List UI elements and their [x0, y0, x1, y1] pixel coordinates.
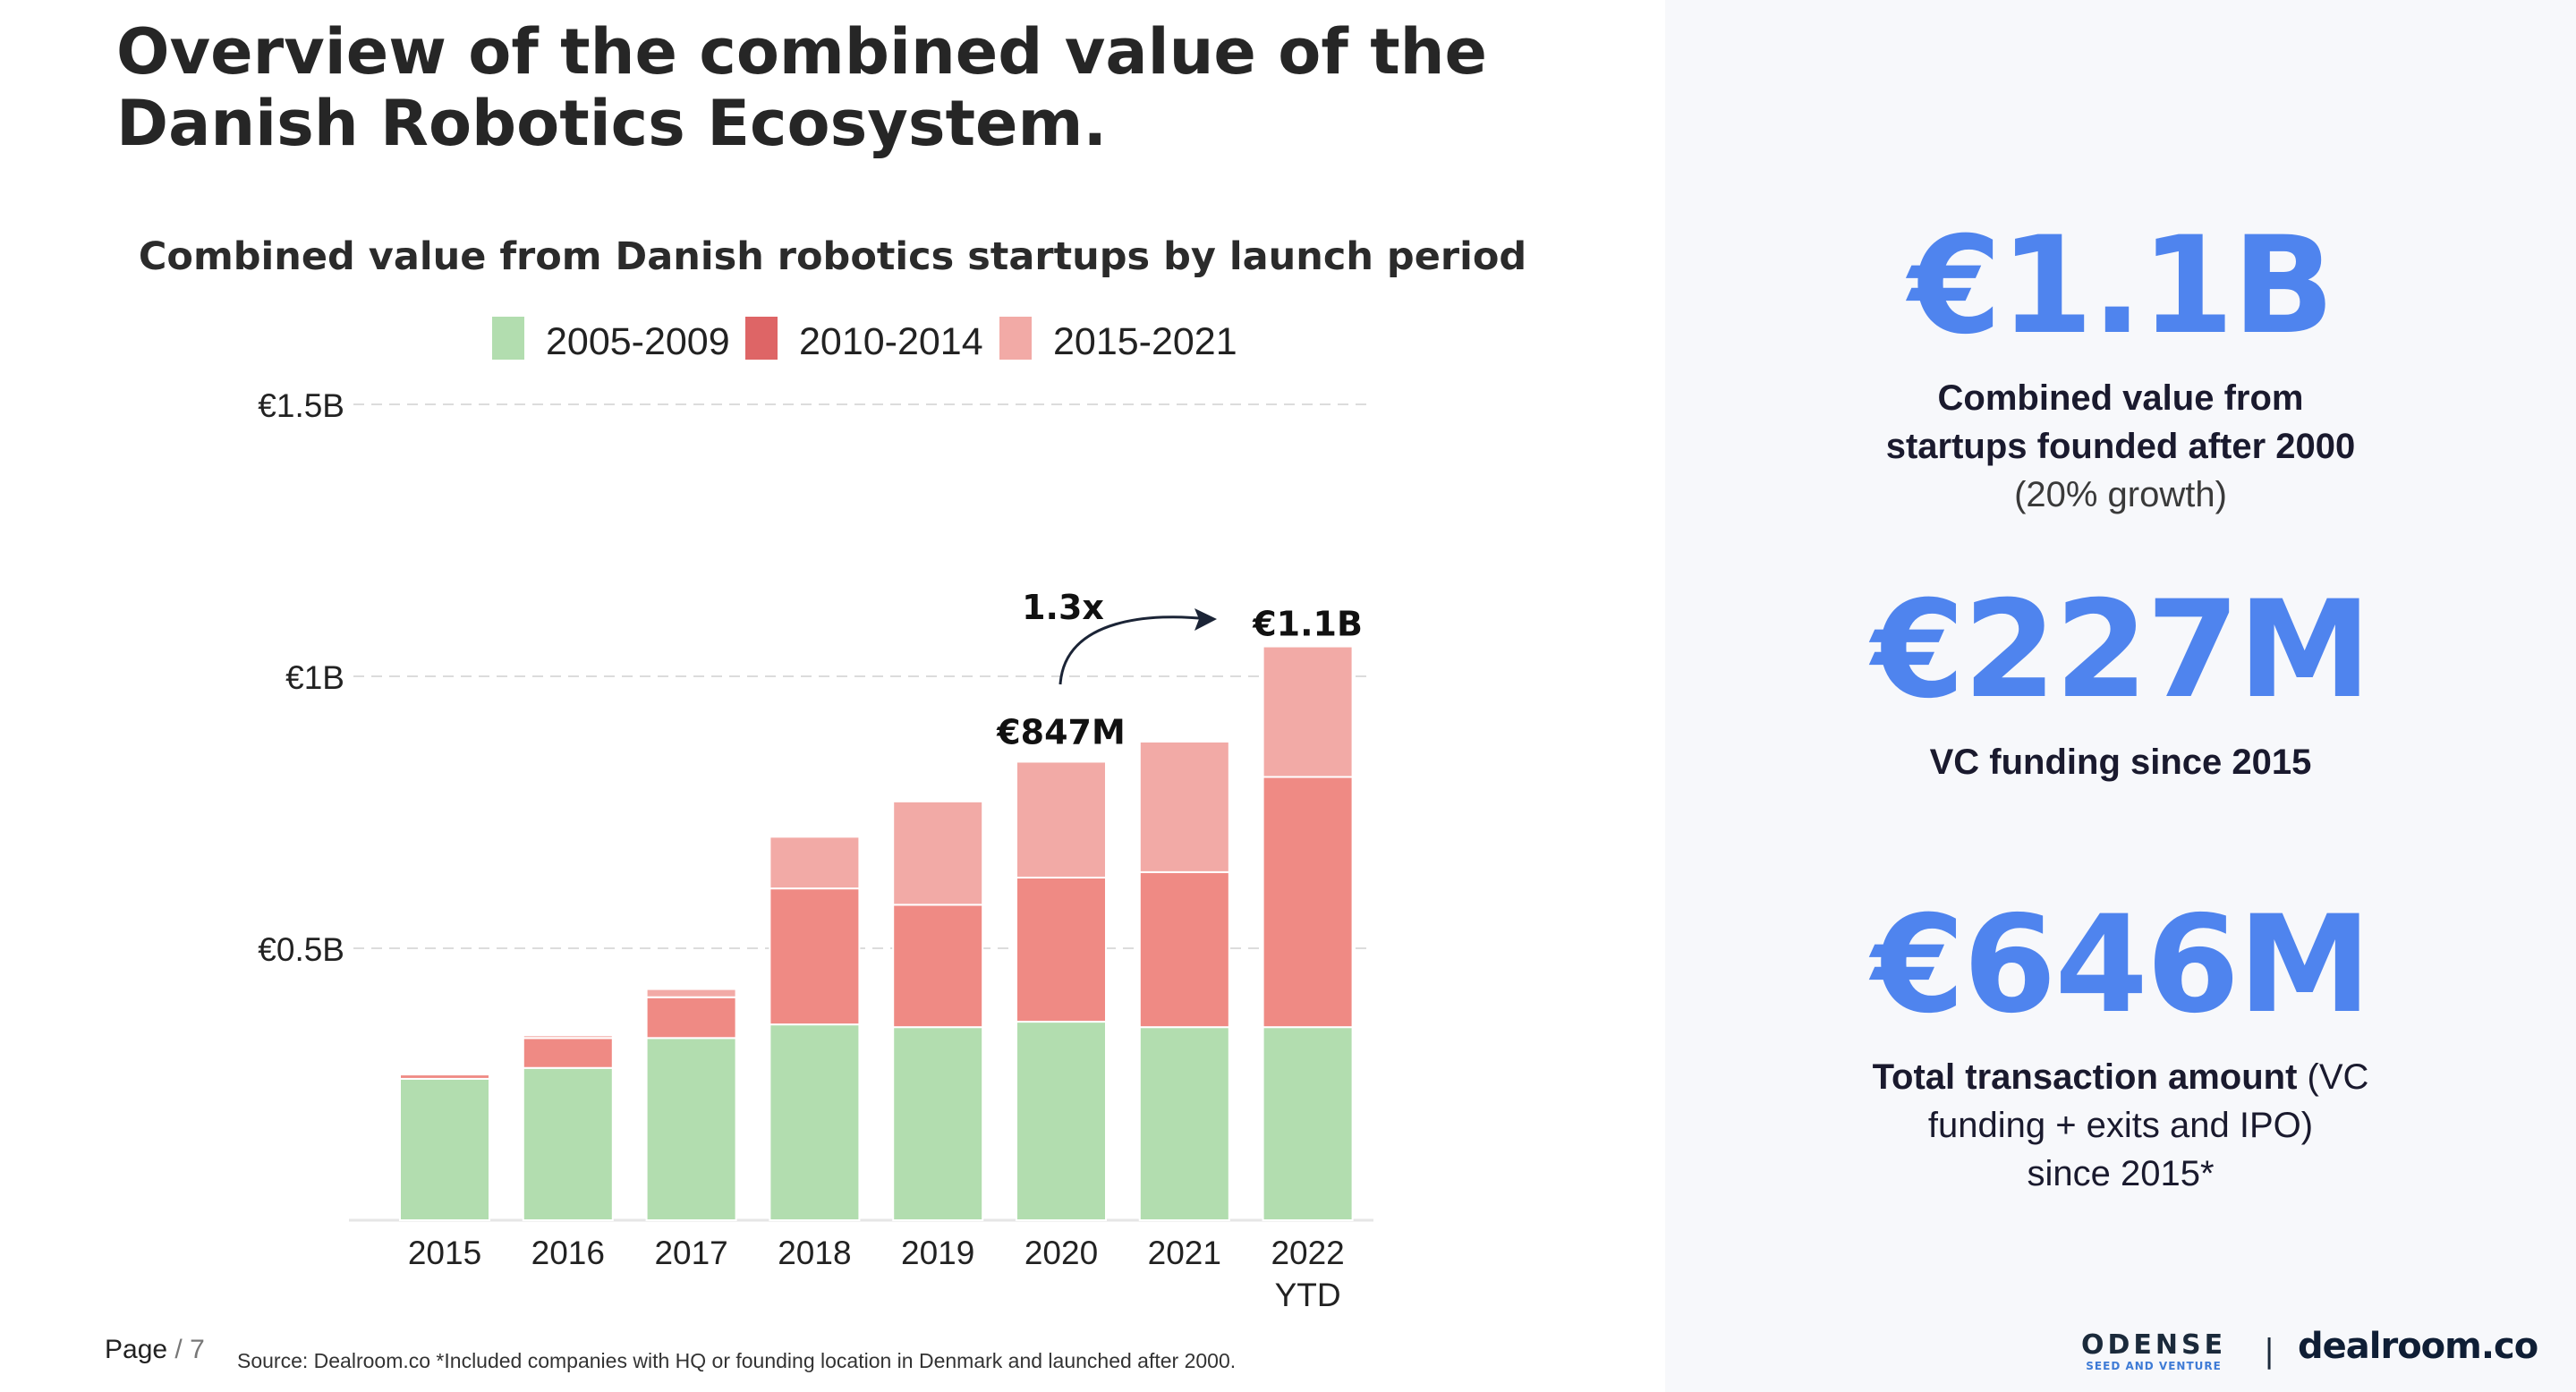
- x-tick-label-part: YTD: [1275, 1277, 1341, 1313]
- odense-logo-tagline: SEED AND VENTURE: [2086, 1360, 2222, 1372]
- legend-swatch-2005-2009: [492, 317, 524, 360]
- bar-segment-2021-2015-2021: [1138, 740, 1230, 873]
- x-tick-label: 2015: [408, 1235, 481, 1271]
- bar-segment-2020-2010-2014: [1016, 876, 1107, 1023]
- bar-segment-2020-2015-2021: [1016, 760, 1107, 878]
- y-tick-label: €0.5B: [258, 931, 344, 968]
- x-tick-label: 2022 YTD: [1271, 1235, 1344, 1313]
- vc-funding-description: VC funding since 2015: [1665, 738, 2576, 786]
- transaction-desc-bold: Total transaction amount: [1872, 1057, 2298, 1097]
- annotation-growth: 1.3x: [1022, 588, 1104, 627]
- x-tick-label-part: 2021: [1148, 1235, 1221, 1271]
- bar-segment-2015-2005-2009: [399, 1077, 490, 1221]
- y-tick-label: €1B: [285, 659, 344, 696]
- bar-segment-2019-2010-2014: [892, 904, 984, 1029]
- combined-desc-growth: (20% growth): [2014, 475, 2227, 514]
- page-label: Page: [105, 1335, 168, 1364]
- x-tick-label-part: 2015: [408, 1235, 481, 1271]
- source-note: Source: Dealroom.co *Included companies …: [237, 1349, 1237, 1372]
- chart-bars: [399, 645, 1354, 1222]
- page-number-value: 7: [190, 1335, 205, 1364]
- page-separator: /: [174, 1335, 183, 1364]
- x-tick-label: 2020: [1024, 1235, 1098, 1271]
- chart-title: Combined value from Danish robotics star…: [138, 234, 1527, 279]
- combined-value-description: Combined value from startups founded aft…: [1665, 374, 2576, 519]
- x-tick-label-part: 2017: [654, 1235, 727, 1271]
- legend-swatch-2015-2021: [999, 317, 1032, 360]
- bar-segment-2016-2015-2021: [522, 1034, 614, 1040]
- growth-arrow-head: [1194, 608, 1217, 631]
- bar-segment-2018-2010-2014: [769, 887, 861, 1026]
- bar-segment-2017-2015-2021: [645, 988, 737, 998]
- chart-annotations: €847M €1.1B 1.3x: [996, 588, 1363, 751]
- legend-label-2005-2009: 2005-2009: [546, 320, 730, 363]
- stats-panel: [1665, 0, 2576, 1392]
- page-title-line2: Danish Robotics Ecosystem.: [116, 87, 1108, 160]
- transaction-desc-rest2: funding + exits and IPO): [1927, 1106, 2314, 1145]
- x-tick-label: 2018: [778, 1235, 851, 1271]
- annotation-2020-value: €847M: [996, 712, 1126, 751]
- bar-segment-2017-2005-2009: [645, 1037, 737, 1221]
- chart-legend: 2005-2009 2010-2014 2015-2021: [492, 317, 1237, 363]
- page-title: Overview of the combined value of the Da…: [116, 16, 1593, 159]
- transaction-desc-rest3: since 2015*: [2027, 1154, 2215, 1193]
- combined-value-number: €1.1B: [1908, 208, 2334, 364]
- x-tick-label-part: 2020: [1024, 1235, 1098, 1271]
- page-title-line1: Overview of the combined value of the: [116, 15, 1487, 89]
- bar-segment-2022-YTD-2010-2014: [1262, 776, 1354, 1029]
- x-tick-label-part: 2022: [1271, 1235, 1344, 1271]
- transaction-description: Total transaction amount (VC funding + e…: [1665, 1053, 2576, 1198]
- bar-segment-2021-2005-2009: [1138, 1026, 1230, 1221]
- bar-segment-2019-2015-2021: [892, 800, 984, 906]
- stat-combined-value: €1.1B Combined value from startups found…: [1665, 215, 2576, 519]
- stat-transaction-amount: €646M Total transaction amount (VC fundi…: [1665, 894, 2576, 1198]
- bar-segment-2016-2010-2014: [522, 1037, 614, 1069]
- bar-segment-2018-2015-2021: [769, 836, 861, 890]
- bar-segment-2017-2010-2014: [645, 996, 737, 1040]
- bar-segment-2016-2005-2009: [522, 1066, 614, 1222]
- bar-segment-2022-YTD-2005-2009: [1262, 1026, 1354, 1221]
- chart-x-axis: 2015 2016 2017 2018 2019 2020 2021 2022 YTD: [408, 1235, 1345, 1313]
- x-tick-label: 2017: [654, 1235, 727, 1271]
- x-tick-label: 2016: [531, 1235, 605, 1271]
- x-tick-label: 2021: [1148, 1235, 1221, 1271]
- logo-separator: |: [2264, 1333, 2275, 1370]
- bar-segment-2018-2005-2009: [769, 1023, 861, 1221]
- chart-gridlines: €1.5B €1B €0.5B: [258, 387, 1373, 1222]
- stat-vc-funding: €227M VC funding since 2015: [1665, 579, 2576, 786]
- legend-label-2010-2014: 2010-2014: [799, 320, 983, 363]
- x-tick-label-part: 2016: [531, 1235, 605, 1271]
- vc-funding-number: €227M: [1871, 573, 2372, 728]
- combined-desc-line1: Combined value from: [1937, 378, 2304, 418]
- odense-logo: ODENSE SEED AND VENTURE: [2081, 1329, 2227, 1373]
- x-tick-label-part: 2019: [901, 1235, 974, 1271]
- dealroom-logo: dealroom.co: [2298, 1326, 2538, 1367]
- annotation-2022-value: €1.1B: [1252, 605, 1363, 644]
- bar-segment-2022-YTD-2015-2021: [1262, 645, 1354, 778]
- page-number: Page / 7: [105, 1335, 205, 1365]
- vc-desc: VC funding since 2015: [1929, 743, 2312, 782]
- bar-segment-2021-2010-2014: [1138, 870, 1230, 1029]
- transaction-number: €646M: [1871, 887, 2372, 1043]
- x-tick-label: 2019: [901, 1235, 974, 1271]
- bar-segment-2019-2005-2009: [892, 1026, 984, 1221]
- y-tick-label: €1.5B: [258, 387, 344, 424]
- x-tick-label-part: 2018: [778, 1235, 851, 1271]
- legend-label-2015-2021: 2015-2021: [1053, 320, 1237, 363]
- stacked-bar-chart: 2005-2009 2010-2014 2015-2021 €1.5B €1B €0.5…: [258, 317, 1373, 1313]
- combined-desc-line2: startups founded after 2000: [1885, 427, 2356, 466]
- transaction-desc-rest1: (VC: [2297, 1057, 2369, 1097]
- bar-segment-2020-2005-2009: [1016, 1021, 1107, 1222]
- legend-swatch-2010-2014: [745, 317, 778, 360]
- odense-logo-name: ODENSE: [2081, 1329, 2227, 1361]
- growth-arrow: [1058, 615, 1209, 685]
